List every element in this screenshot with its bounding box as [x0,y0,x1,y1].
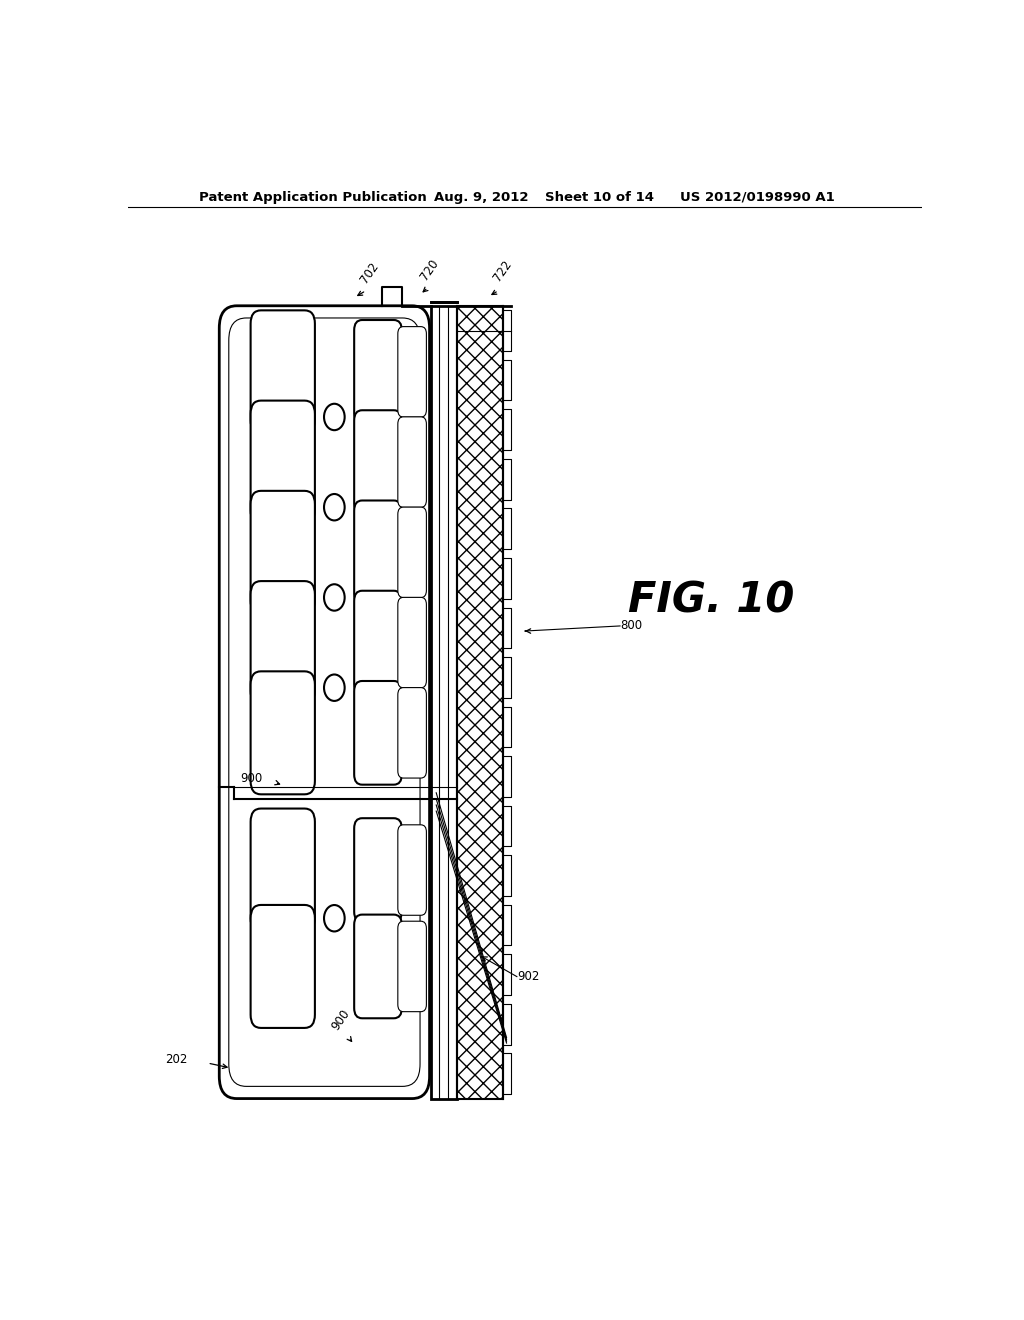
FancyBboxPatch shape [397,598,426,688]
FancyBboxPatch shape [251,809,315,932]
FancyBboxPatch shape [397,825,426,915]
FancyBboxPatch shape [354,681,401,784]
Text: 702: 702 [358,260,382,285]
FancyBboxPatch shape [354,500,401,605]
Text: Aug. 9, 2012: Aug. 9, 2012 [433,191,528,203]
Text: 720: 720 [418,256,441,282]
Text: 722: 722 [490,257,514,284]
Bar [431,306,457,1098]
Text: 202: 202 [165,1053,187,1067]
FancyBboxPatch shape [251,906,315,1028]
FancyBboxPatch shape [354,818,401,921]
Text: US 2012/0198990 A1: US 2012/0198990 A1 [680,191,835,203]
FancyBboxPatch shape [397,326,426,417]
Text: Patent Application Publication: Patent Application Publication [200,191,427,203]
Text: 900: 900 [329,1007,352,1032]
FancyBboxPatch shape [397,688,426,777]
FancyBboxPatch shape [219,306,430,1098]
FancyBboxPatch shape [397,921,426,1011]
FancyBboxPatch shape [251,672,315,795]
FancyBboxPatch shape [354,915,401,1018]
FancyBboxPatch shape [251,310,315,433]
FancyBboxPatch shape [397,417,426,507]
FancyBboxPatch shape [251,400,315,524]
FancyBboxPatch shape [354,319,401,424]
Text: 900: 900 [241,772,263,785]
FancyBboxPatch shape [397,507,426,598]
Bar [457,306,503,1098]
FancyBboxPatch shape [354,411,401,513]
Text: Sheet 10 of 14: Sheet 10 of 14 [545,191,653,203]
FancyBboxPatch shape [354,591,401,694]
FancyBboxPatch shape [251,491,315,614]
Text: FIG. 10: FIG. 10 [628,579,795,622]
FancyBboxPatch shape [251,581,315,704]
Text: 800: 800 [620,619,642,632]
Text: 902: 902 [517,970,540,983]
